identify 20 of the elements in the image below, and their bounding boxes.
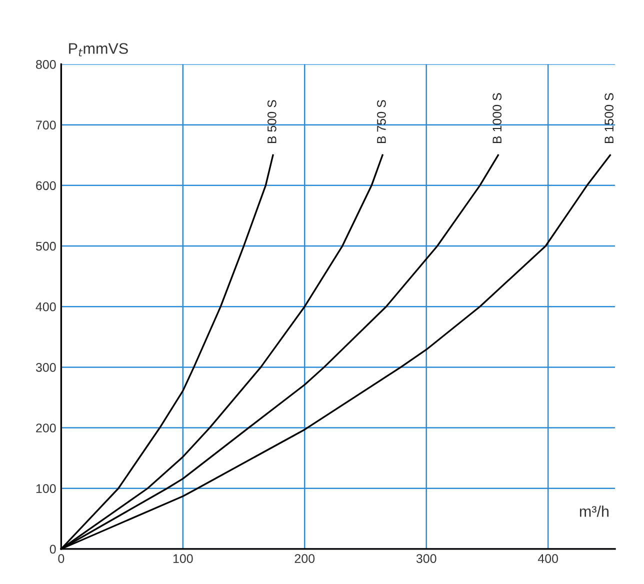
- y-tick-label: 600: [36, 181, 56, 190]
- y-tick-label: 100: [36, 484, 56, 494]
- x-tick-label: 200: [294, 554, 315, 564]
- y-tick-label: 200: [36, 424, 56, 432]
- y-tick-label: 0: [50, 544, 56, 554]
- y-tick-label: 500: [36, 242, 56, 251]
- text: B 750 S: [377, 100, 386, 143]
- x-tick-label: 0: [58, 554, 64, 564]
- y-tick-label: 400: [36, 302, 56, 312]
- x-tick-label: 400: [538, 554, 558, 564]
- x-tick-label: 300: [416, 554, 436, 564]
- x-tick-label: 100: [173, 554, 193, 564]
- y-axis-title: P$_{t}$mmVS: [69, 43, 128, 56]
- y-tick-label: 800: [36, 60, 56, 69]
- text: B 1500 S: [604, 93, 614, 143]
- y-tick-label: 300: [36, 362, 56, 372]
- x-axis-title: m³/h: [580, 506, 608, 517]
- text: B 1000 S: [492, 93, 502, 143]
- text: B 500 S: [267, 100, 276, 143]
- y-tick-label: 700: [36, 120, 56, 130]
